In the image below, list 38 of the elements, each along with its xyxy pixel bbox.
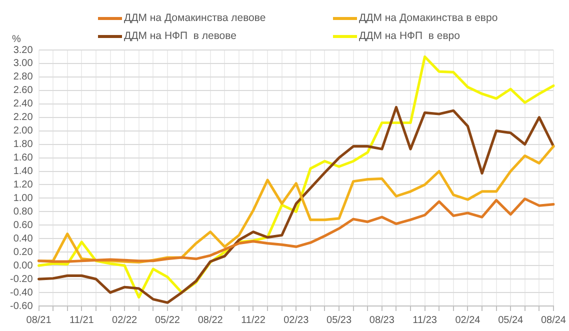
x-tick-label: 05/23 bbox=[326, 314, 352, 326]
x-tick-label: 05/24 bbox=[498, 314, 524, 326]
y-axis-title: % bbox=[12, 34, 21, 45]
y-tick-label: -0.40 bbox=[10, 287, 34, 298]
y-tick-label: 2.20 bbox=[13, 112, 34, 124]
x-tick-label: 08/22 bbox=[198, 314, 224, 326]
y-tick-label: 2.80 bbox=[13, 72, 34, 83]
y-tick-label: 2.60 bbox=[13, 85, 34, 96]
legend-label: ДДМ на Домакинства в евро bbox=[359, 12, 498, 24]
y-tick-label: 3.20 bbox=[13, 44, 34, 56]
y-tick-label: 1.20 bbox=[13, 179, 34, 190]
y-tick-label: 1.00 bbox=[13, 192, 34, 204]
y-tick-label: 0.80 bbox=[13, 206, 34, 218]
x-tick-label: 08/21 bbox=[26, 314, 52, 326]
legend-label: ДДМ на НФП в левове bbox=[124, 30, 236, 42]
x-tick-label: 08/23 bbox=[369, 314, 395, 326]
y-tick-label: 0.20 bbox=[13, 246, 34, 258]
y-tick-label: 0.60 bbox=[13, 220, 34, 231]
y-tick-label: 1.40 bbox=[13, 166, 34, 178]
y-tick-label: 3.00 bbox=[13, 58, 34, 70]
y-tick-label: 0.00 bbox=[13, 260, 34, 272]
legend-label: ДДМ на Домакинства левове bbox=[124, 12, 266, 24]
x-tick-label: 02/24 bbox=[455, 314, 481, 326]
x-tick-label: 11/22 bbox=[241, 314, 266, 326]
x-tick-label: 02/22 bbox=[112, 314, 138, 326]
x-tick-label: 11/23 bbox=[412, 314, 438, 326]
x-tick-label: 02/23 bbox=[284, 314, 310, 326]
y-tick-label: -0.60 bbox=[10, 300, 34, 312]
x-tick-label: 11/21 bbox=[70, 314, 94, 326]
y-tick-label: 0.40 bbox=[13, 233, 34, 244]
legend-label: ДДМ на НФП в евро bbox=[359, 30, 460, 42]
y-tick-label: 2.40 bbox=[13, 98, 34, 110]
x-tick-label: 05/22 bbox=[154, 314, 180, 326]
x-tick-label: 08/24 bbox=[540, 314, 566, 326]
y-tick-label: -0.20 bbox=[10, 274, 34, 285]
y-tick-label: 2.00 bbox=[13, 126, 34, 137]
y-tick-label: 1.60 bbox=[13, 152, 34, 164]
y-tick-label: 1.80 bbox=[13, 139, 34, 150]
